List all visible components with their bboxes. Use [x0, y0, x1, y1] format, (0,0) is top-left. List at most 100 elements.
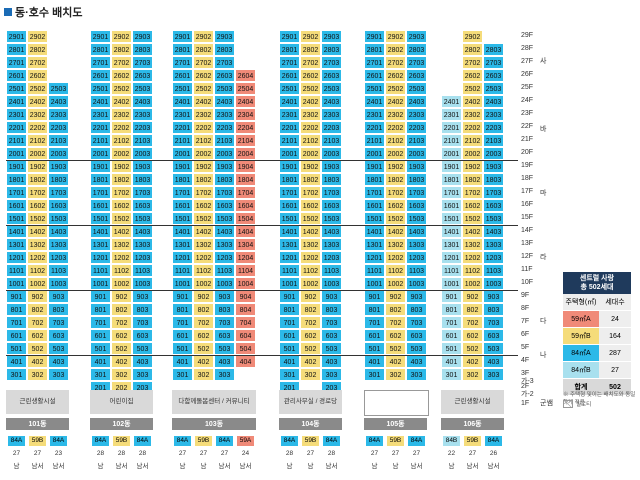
unit-cell: 1903: [132, 160, 153, 173]
unit-cell: 2902: [111, 30, 132, 43]
unit-cell: 1503: [321, 212, 342, 225]
unit-cell: 2401: [441, 95, 462, 108]
unit-cell: 1704: [235, 186, 256, 199]
unit-cell: 501: [441, 342, 462, 355]
unit-cell: 1304: [235, 238, 256, 251]
unit-cell: 2001: [6, 147, 27, 160]
unit-cell: 2003: [214, 147, 235, 160]
unit-cell: 1801: [364, 173, 385, 186]
line-direction: 남: [200, 463, 207, 470]
unit-cell: 1901: [441, 160, 462, 173]
unit-cell: 1003: [406, 277, 427, 290]
building-label: 103동: [172, 418, 256, 430]
unit-cell: 1601: [172, 199, 193, 212]
floor-label: 23F: [521, 110, 534, 117]
unit-cell: 2602: [385, 69, 406, 82]
unit-cell: 1502: [385, 212, 406, 225]
unit-cell: 1703: [406, 186, 427, 199]
unit-cell: 302: [111, 368, 132, 381]
unit-cell: 303: [132, 368, 153, 381]
unit-cell: 1003: [132, 277, 153, 290]
side-group-label: 라: [540, 254, 547, 261]
unit-cell: 2501: [172, 82, 193, 95]
unit-cell: 1701: [6, 186, 27, 199]
unit-cell: 1301: [90, 238, 111, 251]
unit-cell: 2602: [111, 69, 132, 82]
unit-cell: 2702: [27, 56, 48, 69]
unit-cell: 1301: [441, 238, 462, 251]
unit-cell: 403: [48, 355, 69, 368]
unit-cell: 401: [6, 355, 27, 368]
unit-cell: 502: [300, 342, 321, 355]
floor-label: 14F: [521, 227, 534, 234]
unit-cell: 2401: [364, 95, 385, 108]
unit-cell: 2803: [406, 43, 427, 56]
line-direction: 남서: [52, 463, 65, 470]
unit-cell: 1702: [193, 186, 214, 199]
floor-label: 29F: [521, 32, 534, 39]
floor-label: 25F: [521, 84, 534, 91]
unit-cell: 2601: [279, 69, 300, 82]
line-direction: 남: [97, 463, 104, 470]
unit-cell: 1402: [27, 225, 48, 238]
unit-cell: 1603: [321, 199, 342, 212]
unit-cell: 302: [385, 368, 406, 381]
unit-cell: 2403: [132, 95, 153, 108]
unit-cell: 1401: [90, 225, 111, 238]
unit-cell: 1302: [27, 238, 48, 251]
line-count: 27: [370, 450, 379, 457]
unit-cell: 2902: [27, 30, 48, 43]
summary-table: 센트럴 사랑 총 502세대 주택형(㎡) 세대수 59㎡A 24 59㎡B 164…: [563, 272, 631, 396]
unit-cell: 803: [406, 303, 427, 316]
unit-cell: 2202: [111, 121, 132, 134]
unit-cell: 1103: [321, 264, 342, 277]
floor-label: 15F: [521, 214, 534, 221]
unit-cell: 602: [385, 329, 406, 342]
unit-cell: 2601: [364, 69, 385, 82]
unit-cell: 1901: [90, 160, 111, 173]
unit-cell: 2903: [321, 30, 342, 43]
summary-type-59b: 59㎡B: [563, 327, 599, 345]
unit-cell: 1702: [385, 186, 406, 199]
unit-cell: 1001: [172, 277, 193, 290]
unit-cell: 2404: [235, 95, 256, 108]
unit-cell: 2003: [48, 147, 69, 160]
unit-cell: 1201: [364, 251, 385, 264]
unit-cell: 2002: [385, 147, 406, 160]
amenity-box: [364, 390, 429, 416]
line-count: 27: [306, 450, 315, 457]
unit-cell: 1703: [214, 186, 235, 199]
line-type: 59B: [302, 436, 319, 446]
unit-cell: 802: [111, 303, 132, 316]
unit-cell: 2801: [172, 43, 193, 56]
line-count: 28: [96, 450, 105, 457]
unit-cell: 401: [364, 355, 385, 368]
unit-cell: 1701: [364, 186, 385, 199]
floor-label: 5F: [521, 344, 530, 351]
unit-cell: 503: [406, 342, 427, 355]
unit-cell: 1602: [27, 199, 48, 212]
floor-label: 22F: [521, 123, 534, 130]
unit-cell: 2503: [214, 82, 235, 95]
unit-cell: 2302: [27, 108, 48, 121]
floor-label: 11F: [521, 266, 533, 273]
unit-cell: 1902: [193, 160, 214, 173]
unit-cell: 1804: [235, 173, 256, 186]
unit-cell: 602: [300, 329, 321, 342]
unit-cell: 2701: [279, 56, 300, 69]
unit-cell: 801: [279, 303, 300, 316]
unit-cell: 2803: [483, 43, 504, 56]
unit-cell: 1703: [483, 186, 504, 199]
unit-cell: 2403: [483, 95, 504, 108]
unit-cell: 1101: [441, 264, 462, 277]
unit-cell: 2004: [235, 147, 256, 160]
unit-cell: 702: [193, 316, 214, 329]
unit-cell: 1902: [300, 160, 321, 173]
unit-cell: 1902: [385, 160, 406, 173]
unit-cell: 1801: [90, 173, 111, 186]
unit-cell: 2701: [90, 56, 111, 69]
line-type: 84A: [216, 436, 233, 446]
unit-cell: 1503: [406, 212, 427, 225]
unit-cell: 602: [462, 329, 483, 342]
unit-cell: 2204: [235, 121, 256, 134]
